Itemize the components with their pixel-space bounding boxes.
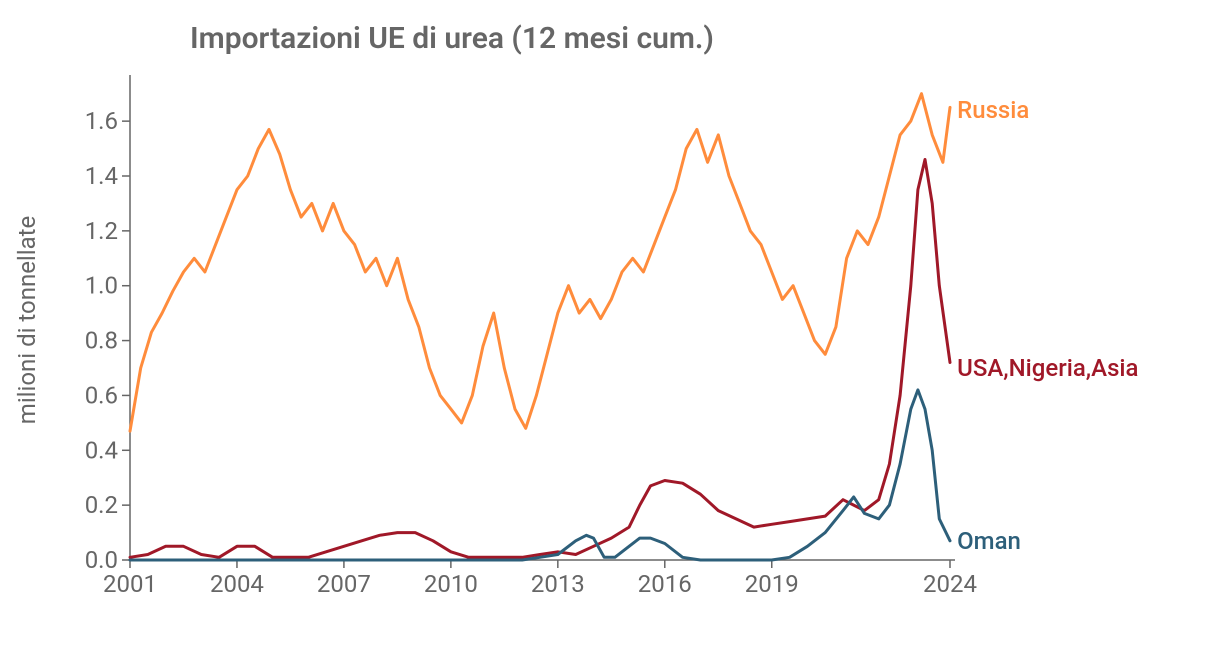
series-label-russia: Russia	[957, 96, 1029, 124]
chart-container: Importazioni UE di urea (12 mesi cum.) 0.…	[0, 0, 1216, 656]
y-axis-title: milioni di tonnellate	[13, 216, 41, 424]
line-chart-svg: Importazioni UE di urea (12 mesi cum.) 0.…	[0, 0, 1216, 656]
y-tick-label: 1.4	[85, 162, 118, 190]
series-line-oman	[130, 390, 950, 560]
x-tick-label: 2019	[745, 570, 799, 598]
y-tick-label: 1.0	[85, 272, 118, 300]
y-tick-label: 0.6	[85, 381, 118, 409]
y-tick-label: 1.2	[85, 217, 118, 245]
x-tick-label: 2001	[103, 570, 157, 598]
y-tick-label: 0.4	[85, 436, 118, 464]
x-tick-label: 2024	[923, 570, 977, 598]
x-tick-label: 2016	[638, 570, 692, 598]
chart-title: Importazioni UE di urea (12 mesi cum.)	[190, 21, 714, 56]
series-line-usa_nigeria_asia	[130, 160, 950, 558]
x-tick-label: 2013	[531, 570, 585, 598]
y-tick-label: 1.6	[85, 107, 118, 135]
series-line-russia	[130, 94, 950, 431]
y-tick-label: 0.8	[85, 327, 118, 355]
x-tick-label: 2007	[317, 570, 371, 598]
series-label-usa_nigeria_asia: USA,Nigeria,Asia	[957, 354, 1138, 382]
y-tick-label: 0.2	[85, 491, 118, 519]
series-label-oman: Oman	[957, 527, 1021, 555]
x-tick-label: 2004	[210, 570, 264, 598]
x-tick-label: 2010	[424, 570, 478, 598]
